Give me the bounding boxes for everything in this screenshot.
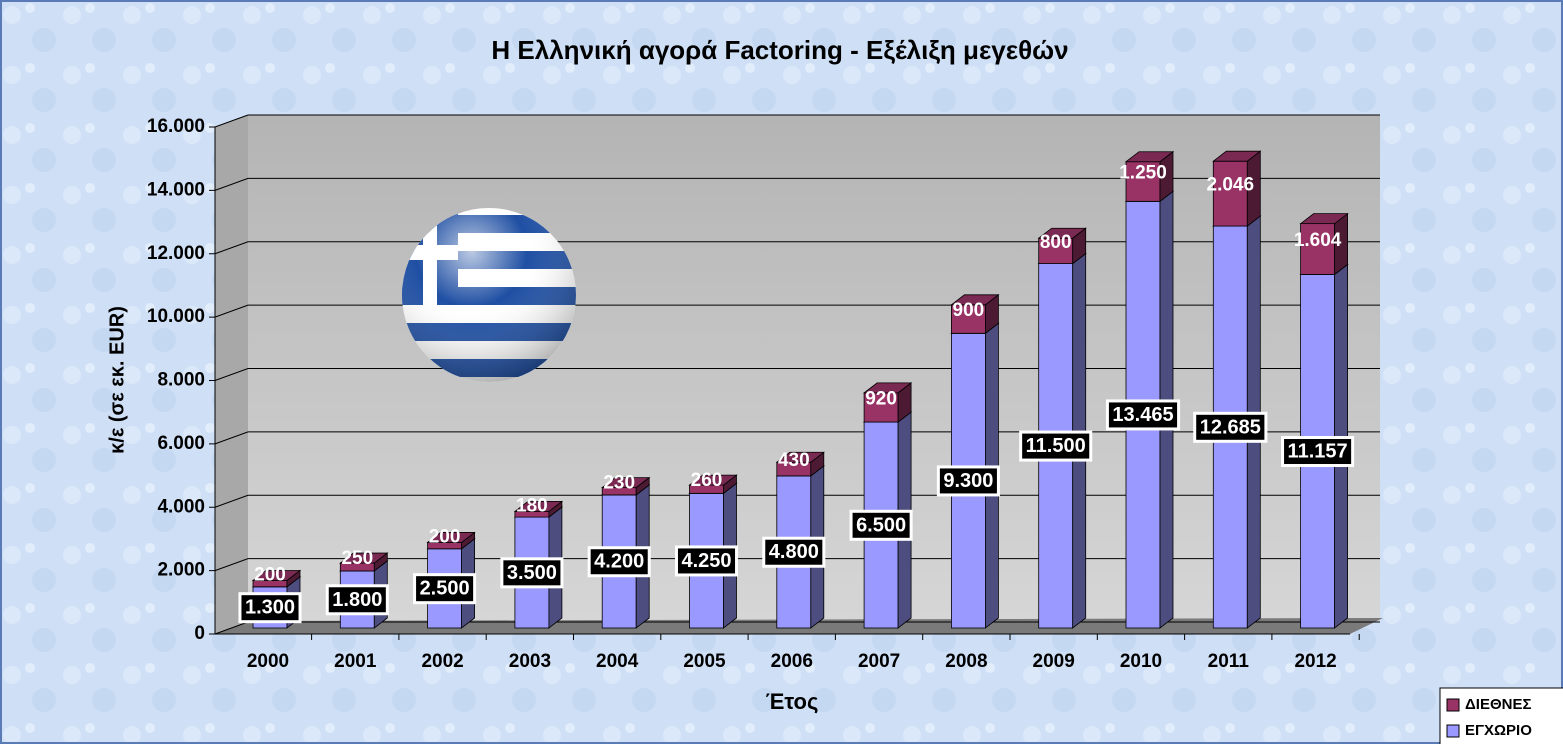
legend-label: ΔΙΕΘΝΕΣ — [1465, 696, 1531, 713]
data-label: 9.300 — [943, 470, 993, 492]
data-label: 6.500 — [856, 514, 906, 536]
x-tick-label: 2004 — [596, 651, 639, 672]
y-tick-label: 8.000 — [157, 370, 205, 391]
data-label: 4.250 — [681, 550, 731, 572]
legend-swatch — [1447, 725, 1459, 737]
x-tick-label: 2005 — [683, 651, 726, 672]
x-tick-label: 2009 — [1033, 651, 1075, 672]
data-label: 3.500 — [507, 562, 557, 584]
data-label: 200 — [429, 527, 461, 548]
x-tick-label: 2006 — [771, 651, 813, 672]
chart-title: Η Ελληνική αγορά Factoring - Εξέλιξη μεγ… — [491, 35, 1068, 65]
x-tick-label: 2003 — [509, 651, 551, 672]
data-label: 800 — [1040, 232, 1072, 253]
data-label: 2.046 — [1207, 175, 1255, 196]
data-label: 900 — [953, 300, 985, 321]
x-tick-label: 2002 — [421, 651, 463, 672]
data-label: 2.500 — [420, 578, 470, 600]
x-axis-label: Έτος — [766, 689, 819, 714]
legend-label: ΕΓΧΩΡΙΟ — [1465, 722, 1532, 739]
x-tick-label: 2010 — [1120, 651, 1162, 672]
data-label: 12.685 — [1200, 416, 1261, 438]
x-tick-label: 2012 — [1294, 651, 1336, 672]
data-label: 430 — [778, 450, 810, 471]
data-label: 11.500 — [1026, 435, 1086, 457]
x-tick-label: 2001 — [334, 651, 377, 672]
data-label: 1.800 — [332, 589, 382, 611]
data-label: 13.465 — [1112, 404, 1173, 426]
data-label: 250 — [341, 548, 373, 569]
data-label: 4.800 — [769, 541, 819, 563]
y-tick-label: 0 — [194, 623, 205, 644]
data-label: 1.250 — [1119, 163, 1167, 184]
x-tick-label: 2007 — [858, 651, 900, 672]
data-label: 920 — [865, 388, 897, 409]
x-tick-label: 2000 — [247, 651, 289, 672]
y-axis-label: κ/ε (σε εκ. EUR) — [106, 306, 128, 454]
data-label: 200 — [254, 565, 286, 586]
y-tick-label: 6.000 — [157, 433, 205, 454]
chart: Η Ελληνική αγορά Factoring - Εξέλιξη μεγ… — [0, 0, 1563, 744]
data-label: 11.157 — [1288, 441, 1348, 463]
x-tick-label: 2008 — [945, 651, 987, 672]
x-tick-label: 2011 — [1208, 651, 1250, 672]
data-label: 230 — [603, 472, 635, 493]
y-tick-label: 16.000 — [147, 116, 205, 137]
legend-swatch — [1447, 699, 1459, 711]
y-tick-label: 10.000 — [147, 306, 205, 327]
y-tick-label: 4.000 — [157, 496, 205, 517]
y-tick-label: 2.000 — [157, 560, 205, 581]
data-label: 1.300 — [245, 597, 295, 619]
data-label: 260 — [691, 470, 723, 491]
data-label: 180 — [516, 495, 548, 516]
data-label: 1.604 — [1294, 230, 1342, 251]
data-label: 4.200 — [594, 551, 644, 573]
y-tick-label: 14.000 — [147, 179, 205, 200]
y-tick-label: 12.000 — [147, 243, 205, 264]
